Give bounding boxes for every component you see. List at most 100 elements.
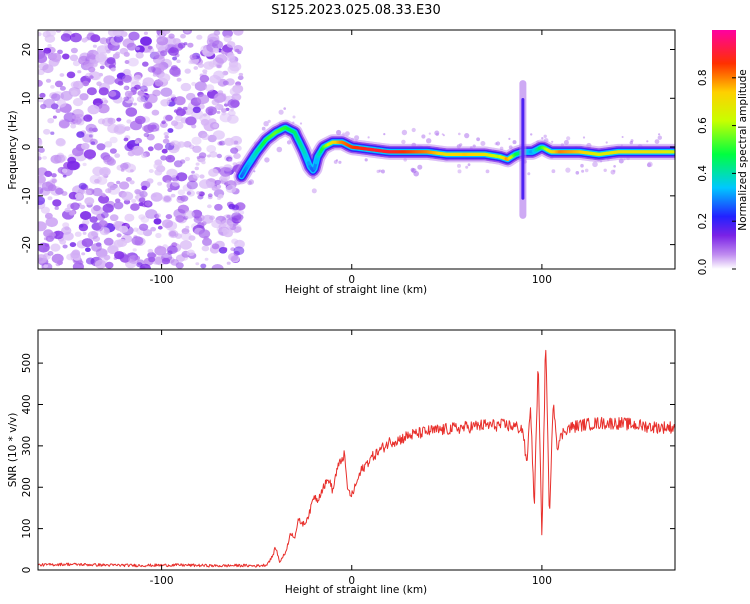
snr-y-tick-label: 300 [21, 436, 33, 456]
noise-blob [124, 144, 133, 152]
speckle [613, 165, 616, 168]
noise-blob [146, 153, 150, 156]
noise-blob [86, 258, 95, 265]
noise-blob [36, 254, 48, 263]
noise-blob [117, 233, 122, 237]
speckle [527, 172, 530, 175]
noise-blob [98, 52, 107, 59]
noise-blob [224, 138, 234, 146]
noise-blob [55, 81, 63, 88]
noise-blob [111, 68, 116, 72]
noise-blob [187, 43, 193, 48]
noise-blob [162, 149, 168, 154]
speckle [566, 136, 570, 140]
noise-blob [202, 245, 210, 251]
snr-y-tick-label: 100 [21, 519, 33, 539]
noise-blob [169, 231, 176, 237]
noise-blob [154, 159, 162, 165]
noise-blob [213, 130, 225, 140]
noise-blob [142, 62, 149, 67]
speckle [458, 133, 461, 136]
noise-blob [53, 116, 57, 119]
noise-blob [67, 161, 79, 171]
speckle [646, 140, 648, 142]
noise-blob [104, 238, 114, 246]
noise-blob [77, 70, 81, 73]
noise-blob [144, 32, 148, 35]
noise-blob [185, 157, 190, 161]
noise-blob [43, 99, 55, 109]
noise-blob [98, 104, 110, 114]
noise-blob [38, 148, 45, 153]
noise-blob [116, 118, 121, 122]
speckle [606, 141, 608, 143]
noise-blob [50, 53, 61, 62]
noise-blob [187, 191, 192, 195]
noise-blob [102, 118, 113, 127]
noise-blob [124, 138, 129, 142]
noise-blob [193, 107, 201, 114]
noise-blob [82, 238, 93, 247]
speckle [402, 130, 407, 135]
noise-blob [90, 34, 100, 42]
noise-blob [48, 196, 53, 200]
noise-blob [44, 50, 51, 55]
noise-blob [154, 143, 163, 150]
noise-blob [80, 205, 86, 209]
snr-x-tick-label: 100 [532, 575, 552, 587]
noise-blob [180, 195, 188, 201]
noise-blob [184, 210, 194, 218]
noise-blob [218, 228, 228, 236]
noise-blob [114, 251, 124, 259]
speckle [508, 138, 510, 140]
noise-blob [79, 183, 87, 190]
noise-blob [202, 215, 213, 224]
noise-blob [36, 183, 42, 188]
noise-blob [131, 199, 136, 203]
spectrogram-x-axis-label: Height of straight line (km) [285, 284, 427, 296]
noise-blob [91, 141, 95, 145]
noise-blob [166, 180, 171, 184]
speckle [426, 138, 431, 143]
speckle [368, 136, 370, 138]
noise-blob [43, 264, 48, 268]
noise-blob [96, 81, 102, 86]
speckle [655, 139, 660, 144]
noise-blob [114, 124, 126, 134]
speckle [457, 164, 461, 168]
noise-blob [223, 81, 229, 86]
spectrogram-x-tick-label: 100 [532, 274, 552, 286]
noise-blob [201, 161, 205, 165]
snr-x-axis-label: Height of straight line (km) [285, 584, 427, 596]
noise-blob [72, 147, 84, 156]
speckle [604, 169, 607, 172]
noise-blob [206, 106, 217, 115]
noise-blob [102, 194, 106, 197]
snr-y-tick-label: 500 [21, 353, 33, 373]
noise-blob [227, 262, 231, 265]
noise-blob [114, 153, 120, 158]
noise-blob [63, 175, 67, 178]
noise-blob [172, 181, 180, 187]
noise-blob [175, 115, 183, 121]
speckle [283, 107, 286, 110]
speckle [264, 157, 269, 162]
noise-blob [221, 108, 227, 113]
noise-blob [135, 47, 140, 51]
noise-blob [123, 97, 129, 102]
noise-blob [156, 165, 165, 172]
noise-blob [170, 142, 175, 146]
noise-blob [67, 72, 76, 79]
snr-background [38, 330, 675, 570]
spectrogram-y-axis-label: Frequency (Hz) [7, 110, 19, 189]
noise-blob [73, 98, 83, 106]
noise-blob [46, 236, 54, 242]
speckle [443, 134, 445, 136]
noise-blob [148, 257, 155, 263]
noise-blob [70, 33, 82, 43]
noise-blob [140, 36, 152, 45]
noise-blob [185, 69, 191, 74]
noise-blob [35, 80, 43, 87]
noise-blob [177, 78, 182, 82]
noise-blob [168, 34, 174, 39]
